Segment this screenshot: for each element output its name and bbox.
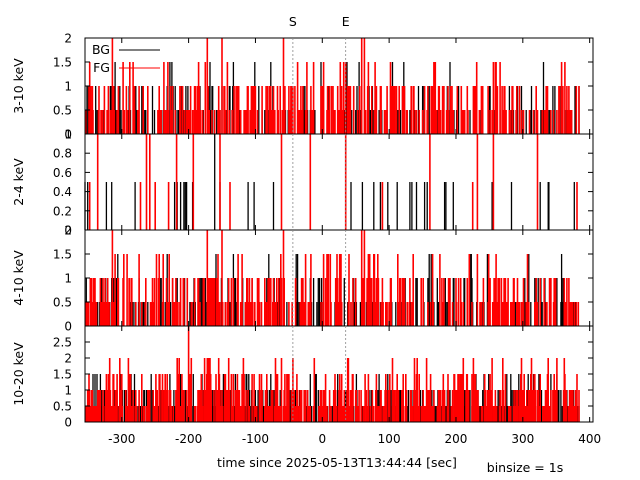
y-tick-label: 0.5: [53, 400, 72, 414]
marker-label-s: S: [289, 14, 297, 29]
y-tick-label: 0.2: [53, 204, 72, 218]
x-tick-label: -100: [242, 432, 269, 446]
y-axis-label: 3-10 keV: [11, 58, 26, 114]
y-tick-label: 0.8: [53, 147, 72, 161]
panel-3: 0 0.5 1 1.5 2 4-10 keV: [11, 224, 594, 334]
y-tick-label: 2: [64, 224, 72, 238]
x-tick-label: 300: [511, 432, 534, 446]
series-fg: [84, 326, 580, 422]
y-tick-label: 1.5: [53, 248, 72, 262]
y-tick-label: 0.4: [53, 185, 72, 199]
y-tick-label: 1.5: [53, 368, 72, 382]
x-tick-label: 200: [445, 432, 468, 446]
y-tick-label: 0: [64, 128, 72, 142]
legend-label-fg: FG: [93, 60, 110, 75]
y-tick-label: 1: [64, 80, 72, 94]
y-axis-label: 4-10 keV: [11, 250, 26, 306]
y-tick-label: 0.5: [53, 104, 72, 118]
y-tick-label: 0: [64, 320, 72, 334]
series-bg: [84, 134, 575, 230]
y-tick-label: 1.5: [53, 56, 72, 70]
series-fg: [88, 134, 578, 230]
x-axis-label: time since 2025-05-13T13:44:44 [sec]: [217, 455, 457, 470]
x-tick-label: 400: [578, 432, 601, 446]
panel-2: 0 0.2 0.4 0.6 0.8 1 2-4 keV: [11, 128, 594, 238]
x-tick-label: 0: [318, 432, 326, 446]
series-fg: [84, 38, 580, 134]
legend-label-bg: BG: [92, 42, 110, 57]
x-axis: -300 -200 -100 0 100 200 300 400: [108, 432, 601, 446]
series-fg: [84, 230, 580, 326]
marker-label-e: E: [342, 14, 350, 29]
y-tick-label: 1: [64, 128, 72, 142]
y-tick-label: 2: [64, 352, 72, 366]
y-tick-label: 0: [64, 224, 72, 238]
y-tick-label: 2.5: [53, 336, 72, 350]
y-axis-label: 10-20 keV: [11, 342, 26, 406]
legend: BG FG: [92, 42, 160, 75]
panel-1: 0 0.5 1 1.5 2 3-10 keV: [11, 32, 594, 142]
y-tick-label: 2: [64, 32, 72, 46]
x-tick-label: 100: [378, 432, 401, 446]
y-axis-label: 2-4 keV: [11, 158, 26, 206]
panel-frame: [84, 133, 594, 231]
panel-4: 0 0.5 1 1.5 2 2.5 10-20 keV: [11, 325, 594, 430]
binsize-label: binsize = 1s: [487, 460, 563, 475]
y-tick-label: 0.5: [53, 296, 72, 310]
x-tick-label: -200: [175, 432, 202, 446]
y-tick-label: 1: [64, 272, 72, 286]
x-tick-label: -300: [108, 432, 135, 446]
y-tick-label: 0: [64, 416, 72, 430]
y-tick-label: 0.6: [53, 166, 72, 180]
y-tick-label: 1: [64, 384, 72, 398]
